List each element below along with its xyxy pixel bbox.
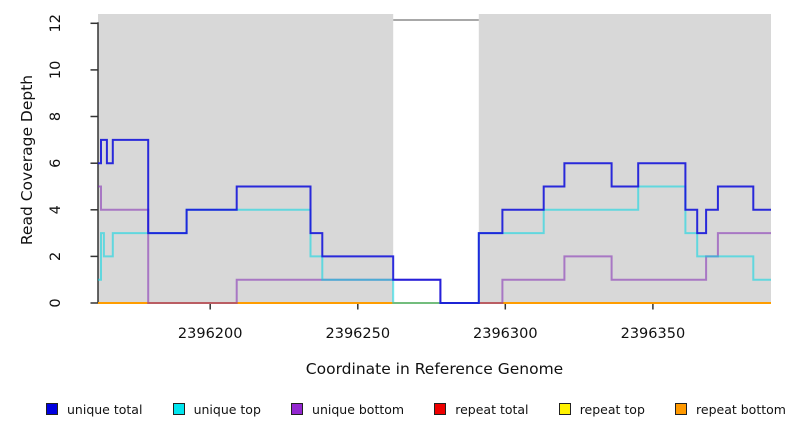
legend-item-repeat-total: repeat total [434, 401, 529, 417]
legend-label: unique top [193, 401, 261, 417]
legend-item-unique-total: unique total [46, 402, 142, 417]
legend-label: repeat bottom [696, 401, 786, 417]
legend-label: unique bottom [312, 401, 405, 417]
y-tick-label: 8 [48, 112, 64, 121]
x-tick-label: 2396350 [621, 326, 686, 342]
legend-label: repeat total [455, 401, 529, 417]
x-axis-title: Coordinate in Reference Genome [305, 360, 564, 378]
legend-label: unique total [67, 401, 143, 417]
legend-item-repeat-bottom: repeat bottom [675, 402, 786, 417]
legend-item-unique-top: unique top [172, 401, 261, 417]
x-tick-label: 2396300 [473, 326, 538, 342]
y-tick-label: 12 [48, 14, 64, 32]
y-tick-label: 0 [48, 298, 64, 307]
y-tick-label: 4 [48, 205, 64, 214]
legend-item-repeat-top: repeat top [558, 401, 645, 417]
shaded-region [478, 14, 771, 303]
series-unique-total [98, 138, 771, 304]
x-tick-label: 2396250 [326, 326, 391, 342]
legend-swatch [172, 403, 185, 415]
legend-label: repeat top [579, 401, 645, 417]
legend-swatch [675, 403, 688, 415]
legend-swatch [46, 403, 58, 415]
series-unique-top [98, 185, 771, 304]
legend-swatch [434, 403, 447, 415]
legend-swatch [558, 403, 571, 415]
shaded-region [98, 14, 394, 303]
legend-swatch [291, 403, 304, 415]
x-tick-label: 2396200 [178, 326, 243, 342]
y-tick-label: 6 [48, 159, 64, 168]
y-tick-label: 10 [48, 61, 64, 79]
y-axis-title: Read Coverage Depth [18, 74, 36, 246]
y-tick-label: 2 [48, 252, 64, 261]
legend-item-unique-bottom: unique bottom [291, 402, 404, 417]
legend: unique total unique top unique bottom repea… [46, 398, 786, 420]
coverage-plot: 0 2 4 6 8 10 12 2396200 2396250 2396300 2396350 [48, 14, 771, 342]
